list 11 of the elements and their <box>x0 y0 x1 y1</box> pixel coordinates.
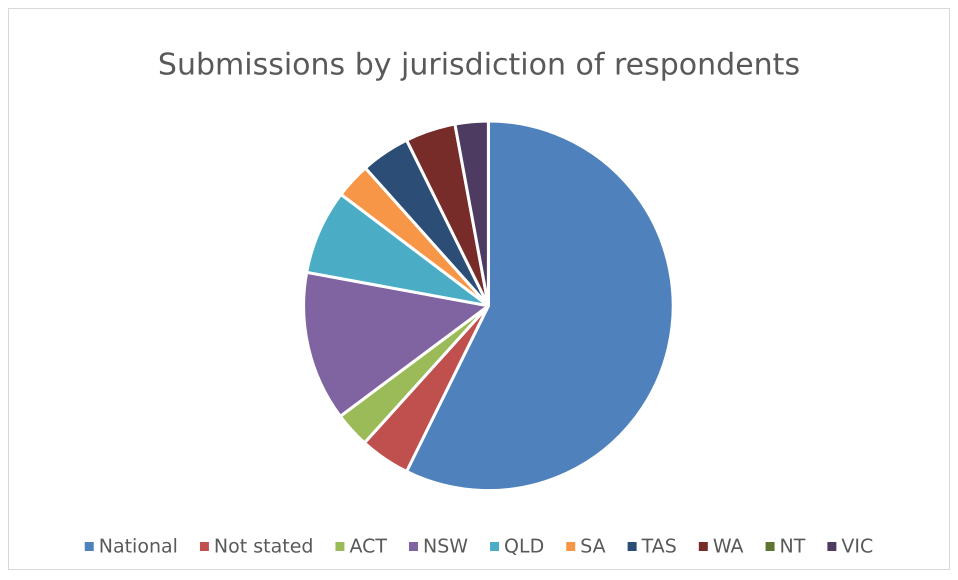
legend-label: NSW <box>422 536 468 558</box>
legend-label: ACT <box>349 536 388 558</box>
legend-label: Not stated <box>214 536 314 558</box>
legend-label: VIC <box>841 536 874 558</box>
legend-label: TAS <box>640 536 677 558</box>
chart-title: Submissions by jurisdiction of respondents <box>158 48 800 82</box>
legend-label: National <box>98 536 178 558</box>
legend-label: SA <box>580 536 606 558</box>
legend-label: WA <box>712 536 744 558</box>
legend-label: QLD <box>504 536 544 558</box>
legend-label: NT <box>780 536 806 558</box>
